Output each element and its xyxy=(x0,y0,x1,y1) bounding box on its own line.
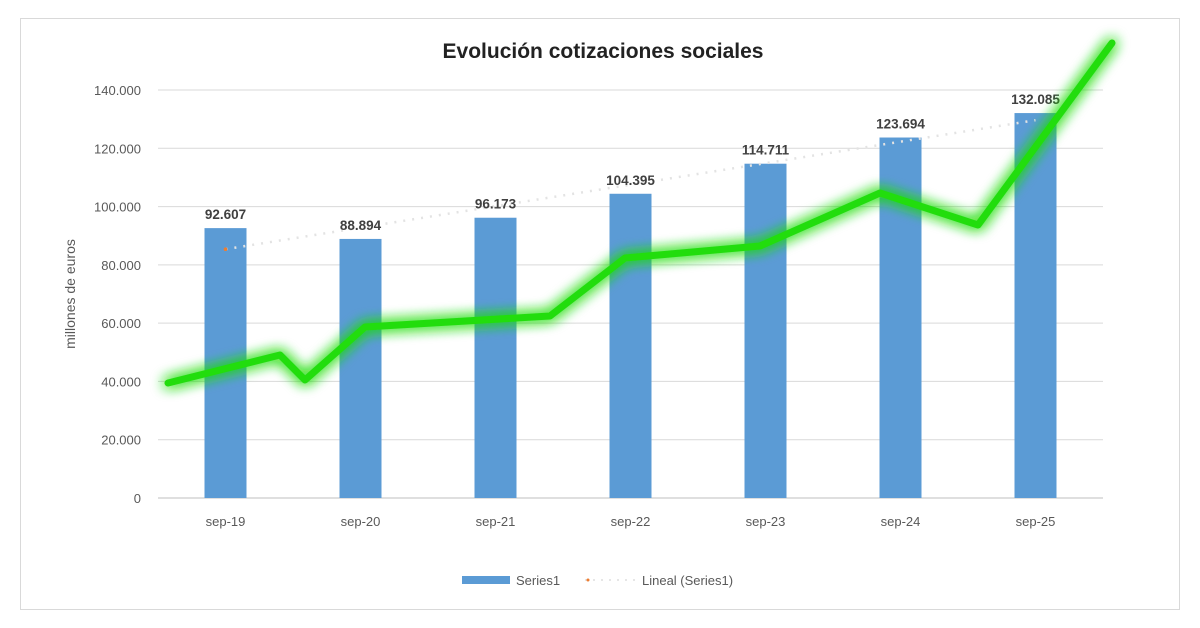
x-tick-label: sep-21 xyxy=(476,514,516,529)
x-tick-label: sep-24 xyxy=(881,514,921,529)
y-tick-label: 60.000 xyxy=(101,316,141,331)
data-label: 96.173 xyxy=(475,197,517,212)
bar-sep-20 xyxy=(339,238,382,498)
bar-sep-21 xyxy=(474,217,517,498)
green-overlay-line xyxy=(164,39,1116,387)
x-tick-label: sep-19 xyxy=(206,514,246,529)
legend-marker-trendline xyxy=(586,578,590,582)
trendline xyxy=(225,118,1036,251)
trendline-marker xyxy=(223,247,228,251)
y-tick-label: 0 xyxy=(134,491,141,506)
bar-sep-25 xyxy=(1014,113,1057,498)
y-tick-label: 20.000 xyxy=(101,433,141,448)
data-label: 114.711 xyxy=(742,143,790,158)
x-tick-label: sep-20 xyxy=(341,514,381,529)
legend: Series1 Lineal (Series1) xyxy=(462,573,733,588)
y-tick-label: 100.000 xyxy=(94,200,141,215)
data-label: 104.395 xyxy=(606,173,655,188)
bar-sep-22 xyxy=(609,193,652,499)
chart-title: Evolución cotizaciones sociales xyxy=(443,40,764,63)
legend-label-series1: Series1 xyxy=(516,573,560,588)
y-axis-label: millones de euros xyxy=(62,239,78,349)
bar-sep-23 xyxy=(744,163,787,498)
chart-frame xyxy=(20,18,1180,610)
legend-label-trendline: Lineal (Series1) xyxy=(642,573,733,588)
legend-swatch-series1 xyxy=(462,576,510,584)
y-tick-label: 140.000 xyxy=(94,83,141,98)
x-tick-label: sep-25 xyxy=(1016,514,1056,529)
x-tick-label: sep-22 xyxy=(611,514,651,529)
data-label: 123.694 xyxy=(876,117,925,132)
x-tick-label: sep-23 xyxy=(746,514,786,529)
data-label: 88.894 xyxy=(340,218,382,233)
y-tick-label: 40.000 xyxy=(101,374,141,389)
y-tick-label: 120.000 xyxy=(94,141,141,156)
data-label: 92.607 xyxy=(205,207,246,222)
y-tick-label: 80.000 xyxy=(101,258,141,273)
data-label: 132.085 xyxy=(1011,92,1060,107)
